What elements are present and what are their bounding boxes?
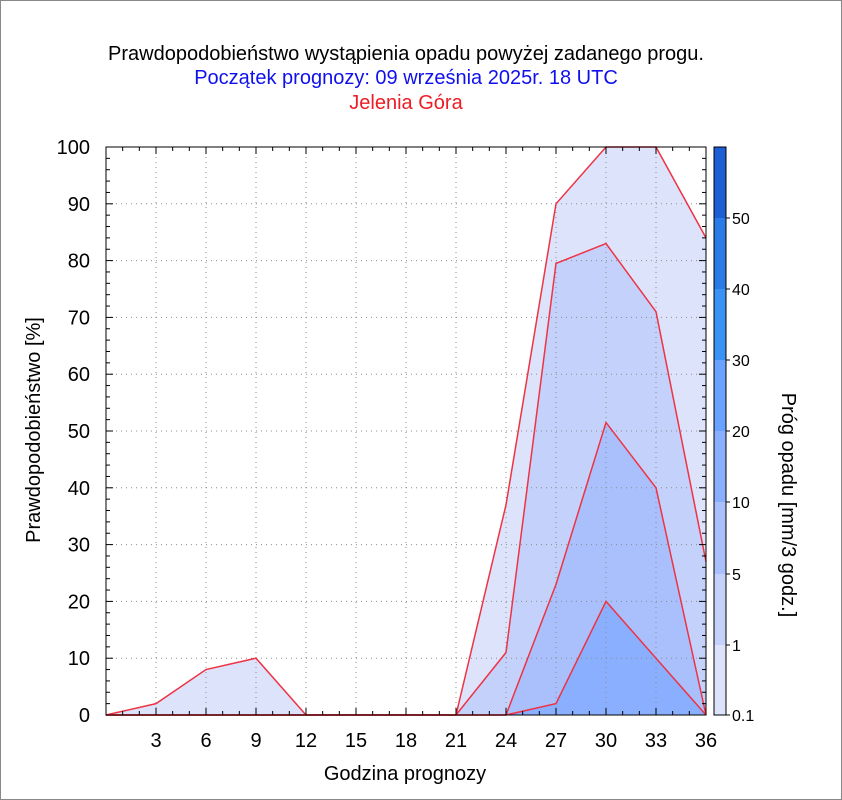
y-tick-label: 10 xyxy=(68,648,90,670)
x-tick-label: 21 xyxy=(445,730,467,752)
colorbar-level-label: 20 xyxy=(732,424,750,441)
y-tick-label: 100 xyxy=(57,137,90,159)
x-tick-label: 24 xyxy=(495,730,517,752)
x-tick-label: 33 xyxy=(645,730,667,752)
y-tick-label: 60 xyxy=(68,364,90,386)
y-tick-label: 40 xyxy=(68,478,90,500)
colorbar-segment xyxy=(714,574,726,645)
chart-title: Prawdopodobieństwo wystąpienia opadu pow… xyxy=(108,43,704,65)
x-tick-label: 15 xyxy=(345,730,367,752)
forecast-start-subtitle: Początek prognozy: 09 września 2025r. 18… xyxy=(194,67,618,89)
colorbar-label: Próg opadu [mm/3 godz.] xyxy=(777,393,799,618)
x-axis-label: Godzina prognozy xyxy=(324,763,486,785)
grid-lines xyxy=(106,147,706,715)
y-tick-label: 0 xyxy=(79,705,90,727)
y-axis-label: Prawdopodobieństwo [%] xyxy=(23,317,45,543)
location-subtitle: Jelenia Góra xyxy=(349,92,463,114)
colorbar-level-label: 50 xyxy=(732,211,750,228)
y-tick-label: 20 xyxy=(68,591,90,613)
colorbar-segment xyxy=(714,147,726,218)
colorbar-level-label: 10 xyxy=(732,495,750,512)
colorbar-level-label: 40 xyxy=(732,282,750,299)
x-tick-label: 18 xyxy=(395,730,417,752)
colorbar-segment xyxy=(714,289,726,360)
colorbar: 0.1 1 5 10 20 30 40 50 xyxy=(713,146,754,725)
colorbar-segment xyxy=(714,431,726,502)
colorbar-segment xyxy=(714,360,726,431)
colorbar-segment xyxy=(714,218,726,289)
y-tick-label: 80 xyxy=(68,251,90,273)
x-tick-label: 36 xyxy=(695,730,717,752)
colorbar-segment xyxy=(714,645,726,715)
colorbar-level-label: 5 xyxy=(732,567,741,584)
x-tick-label: 9 xyxy=(250,730,261,752)
colorbar-level-label: 0.1 xyxy=(732,708,754,725)
y-tick-label: 90 xyxy=(68,194,90,216)
colorbar-level-label: 30 xyxy=(732,353,750,370)
tick-labels: 3 6 9 12 15 18 21 24 27 30 33 360102030405060708090… xyxy=(57,137,718,752)
x-tick-label: 30 xyxy=(595,730,617,752)
x-tick-label: 27 xyxy=(545,730,567,752)
x-tick-label: 12 xyxy=(295,730,317,752)
axes xyxy=(105,146,707,716)
x-tick-label: 6 xyxy=(200,730,211,752)
colorbar-segment xyxy=(714,502,726,574)
y-tick-label: 30 xyxy=(68,535,90,557)
x-tick-label: 3 xyxy=(150,730,161,752)
area-series-5 xyxy=(106,422,706,715)
y-tick-label: 70 xyxy=(68,307,90,329)
y-tick-label: 50 xyxy=(68,421,90,443)
colorbar-level-label: 1 xyxy=(732,638,741,655)
